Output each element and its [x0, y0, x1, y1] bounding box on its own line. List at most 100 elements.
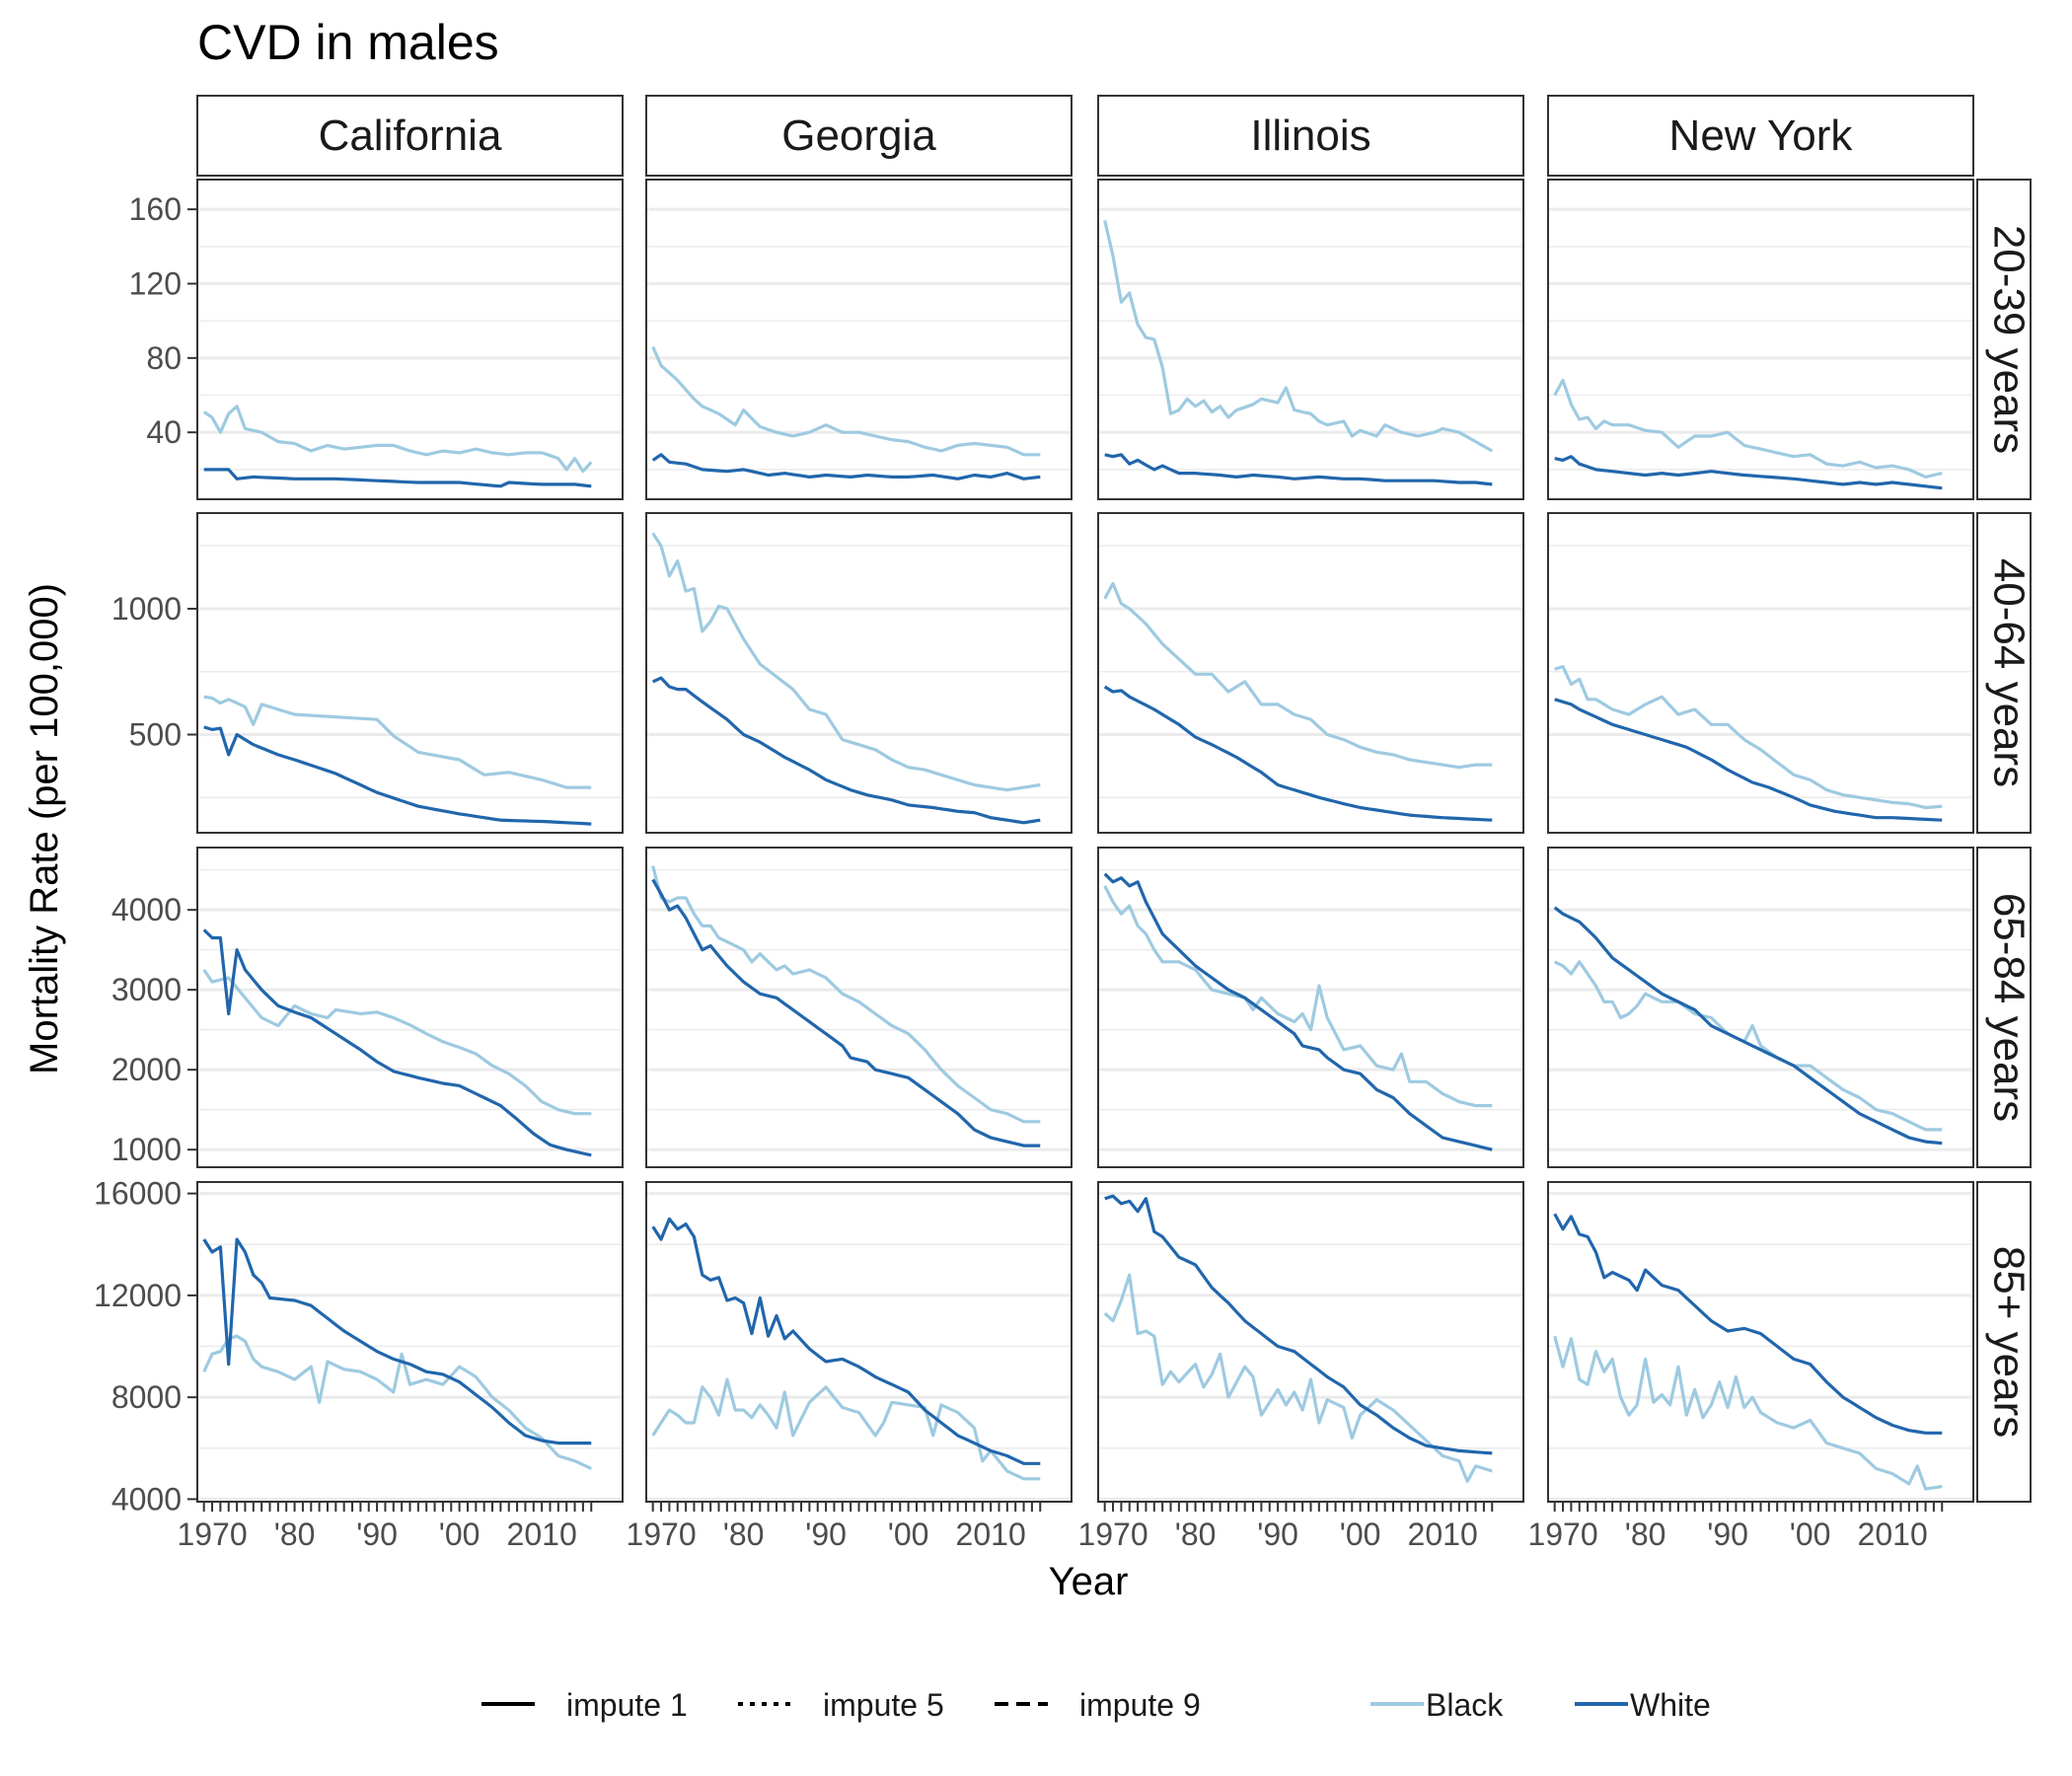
legend-entry-white: White [1575, 1687, 1711, 1723]
x-tick-label: '80 [1625, 1517, 1666, 1552]
panel-georgia-40-64-years [645, 512, 1073, 834]
legend-label-impute-5: impute 5 [823, 1687, 944, 1723]
strip-label: 40-64 years [1984, 558, 2033, 787]
panel-border [1547, 512, 1974, 834]
x-tick-label: 1970 [177, 1517, 247, 1552]
series-line-white [1554, 698, 1943, 822]
y-axis-title: Mortality Rate (per 100,000) [23, 583, 66, 1074]
x-axis: 1970 '80 '90 '00 2010 [626, 1502, 1042, 1552]
x-tick-label: '90 [805, 1517, 847, 1552]
series-line-white [651, 1217, 1041, 1465]
series-line-white [202, 928, 592, 1157]
y-tick-label: 8000 [111, 1379, 182, 1415]
x-tick-label: 1970 [626, 1517, 696, 1552]
x-tick-label: '90 [356, 1517, 398, 1552]
strip-georgia: Georgia [645, 95, 1073, 177]
y-tick-label: 120 [129, 265, 182, 301]
panel-california-65-84-years: 1000 2000 3000 4000 [111, 847, 624, 1168]
series-line-black [651, 532, 1041, 792]
y-tick-label: 1000 [111, 591, 182, 627]
panel-georgia-65-84-years [645, 847, 1073, 1168]
y-axis: 1000 2000 3000 4000 [111, 892, 197, 1167]
x-axis: 1970 '80 '90 '00 2010 [1527, 1502, 1944, 1552]
x-tick-label: '00 [1340, 1517, 1381, 1552]
legend: impute 1 impute 5 impute 9 Black White [481, 1687, 1711, 1723]
legend-entry-black: Black [1370, 1687, 1504, 1723]
panel-illinois-40-64-years [1097, 512, 1524, 834]
panel-background [646, 1182, 1072, 1502]
x-tick-label: '90 [1707, 1517, 1748, 1552]
panel-background [1098, 180, 1523, 499]
panel-background [1548, 1182, 1973, 1502]
panel-border [645, 179, 1073, 500]
legend-label-black: Black [1426, 1687, 1504, 1723]
strip-label: 85+ years [1984, 1246, 2033, 1438]
series-line-white [202, 1237, 592, 1445]
series-line-white [1553, 1213, 1943, 1435]
row-strip-20-39-years: 20-39 years [1976, 179, 2033, 500]
x-tick-label: '90 [1257, 1517, 1298, 1552]
y-tick-label: 500 [129, 717, 182, 753]
strip-illinois: Illinois [1097, 95, 1524, 177]
series-line-black [202, 1334, 592, 1470]
strip-box [1976, 847, 2032, 1168]
panel-border [1097, 179, 1524, 500]
x-tick-label: '80 [723, 1517, 765, 1552]
series-line-white [1553, 906, 1943, 1146]
series-line-white [1103, 872, 1493, 1151]
y-tick-label: 40 [146, 414, 182, 450]
y-axis: 4000 8000 12000 16000 [94, 1176, 197, 1517]
panel-california-20-39-years: 40 80 120 160 [129, 179, 624, 500]
legend-label-impute-1: impute 1 [566, 1687, 688, 1723]
series-line-white [1104, 453, 1493, 486]
strip-box [1976, 1181, 2032, 1503]
panel-background [646, 848, 1072, 1167]
panel-background [1548, 848, 1973, 1167]
panel-background [646, 180, 1072, 499]
strip-label: Illinois [1250, 111, 1370, 160]
series-line-black [1103, 581, 1493, 770]
x-tick-label: '80 [1175, 1517, 1217, 1552]
legend-entry-impute-9: impute 9 [995, 1687, 1201, 1723]
strip-label: 65-84 years [1984, 893, 2033, 1122]
legend-entry-impute-5: impute 5 [738, 1687, 944, 1723]
panel-california-40-64-years: 500 1000 [111, 512, 624, 834]
strip-box [1976, 512, 2032, 834]
series-line-black [1554, 665, 1943, 810]
strip-box [645, 95, 1073, 177]
y-tick-label: 1000 [111, 1132, 182, 1167]
x-axis: 1970 '80 '90 '00 2010 [177, 1502, 593, 1552]
panel-border [196, 512, 624, 834]
panel-new-york-65-84-years [1547, 847, 1974, 1168]
series-line-white [652, 676, 1041, 825]
panel-new-york-20-39-years [1547, 179, 1974, 500]
y-tick-label: 4000 [111, 892, 182, 927]
x-tick-label: '00 [439, 1517, 481, 1552]
x-tick-label: 2010 [507, 1517, 577, 1552]
panel-illinois-20-39-years [1097, 179, 1524, 500]
y-tick-label: 3000 [111, 972, 182, 1007]
series-line-black [1553, 378, 1943, 479]
strip-new-york: New York [1547, 95, 1974, 177]
panel-background [197, 180, 623, 499]
series-line-black [202, 969, 592, 1116]
x-tick-label: '00 [1790, 1517, 1831, 1552]
panel-new-york-85-years: 1970 '80 '90 '00 2010 [1527, 1181, 1974, 1552]
panel-background [197, 848, 623, 1167]
y-tick-label: 4000 [111, 1481, 182, 1517]
legend-label-impute-9: impute 9 [1079, 1687, 1201, 1723]
panel-background [1098, 1182, 1523, 1502]
y-tick-label: 12000 [94, 1278, 182, 1313]
series-line-white [651, 453, 1041, 481]
row-strip-40-64-years: 40-64 years [1976, 512, 2033, 834]
y-axis: 40 80 120 160 [129, 191, 197, 450]
series-line-black [1103, 220, 1494, 453]
legend-label-white: White [1630, 1687, 1711, 1723]
y-tick-label: 2000 [111, 1052, 182, 1087]
x-axis: 1970 '80 '90 '00 2010 [1077, 1502, 1494, 1552]
strip-box [1097, 95, 1524, 177]
y-axis: 500 1000 [111, 591, 197, 753]
panel-background [1548, 513, 1973, 833]
strip-label: New York [1669, 111, 1854, 160]
